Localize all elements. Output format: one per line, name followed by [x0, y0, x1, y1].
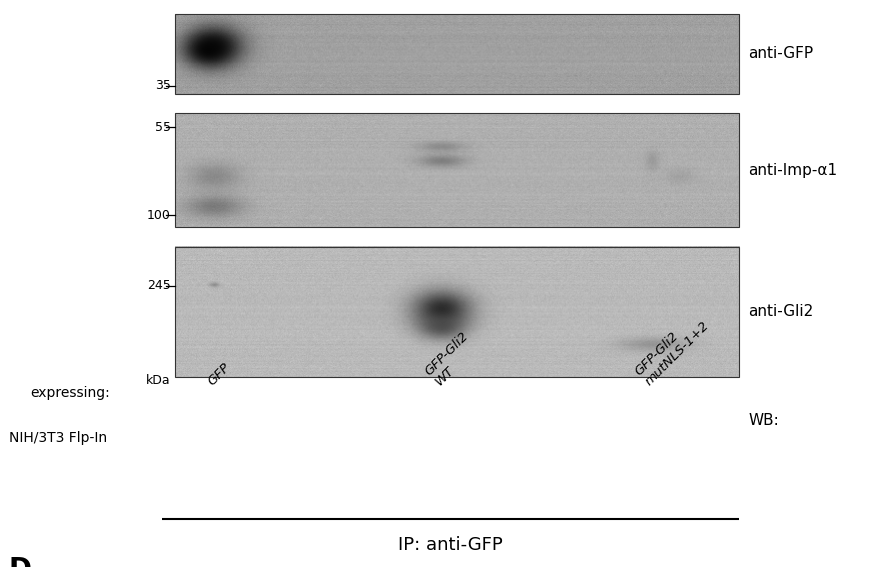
Text: 100: 100: [147, 209, 171, 222]
Bar: [175, 14, 739, 94]
Bar: [175, 247, 739, 377]
Text: 35: 35: [155, 79, 171, 92]
Text: expressing:: expressing:: [31, 386, 110, 400]
Text: GFP: GFP: [205, 361, 233, 388]
Text: 55: 55: [155, 121, 171, 133]
Text: anti-Imp-α1: anti-Imp-α1: [748, 163, 837, 177]
Bar: [175, 113, 739, 227]
Text: 245: 245: [147, 280, 171, 292]
Text: WB:: WB:: [748, 413, 779, 428]
Text: anti-Gli2: anti-Gli2: [748, 304, 814, 319]
Text: D: D: [9, 556, 31, 567]
Text: anti-GFP: anti-GFP: [748, 46, 813, 61]
Text: kDa: kDa: [146, 374, 171, 387]
Text: NIH/3T3 Flp-In: NIH/3T3 Flp-In: [9, 431, 107, 445]
Text: IP: anti-GFP: IP: anti-GFP: [398, 536, 503, 554]
Text: GFP-Gli2
mutNLS-1+2: GFP-Gli2 mutNLS-1+2: [632, 308, 711, 388]
Text: GFP-Gli2
WT: GFP-Gli2 WT: [422, 329, 481, 388]
